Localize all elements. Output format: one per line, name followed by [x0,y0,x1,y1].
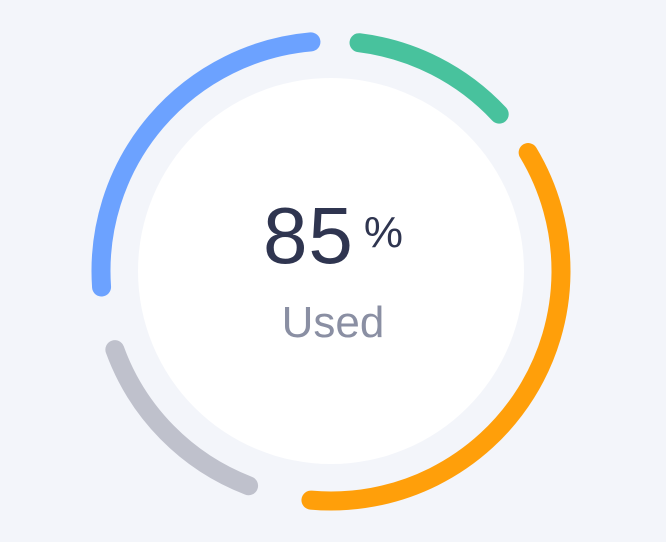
gauge-value: 85 % [0,196,666,286]
ring-segments [91,32,571,511]
value-unit: % [363,208,404,257]
green-segment [349,33,509,124]
blue-segment [91,32,321,297]
orange-segment [301,143,571,511]
center-disc [138,78,524,464]
value-number: 85 [262,191,354,280]
gauge-label: Used [281,298,385,347]
gray-segment [105,340,259,496]
